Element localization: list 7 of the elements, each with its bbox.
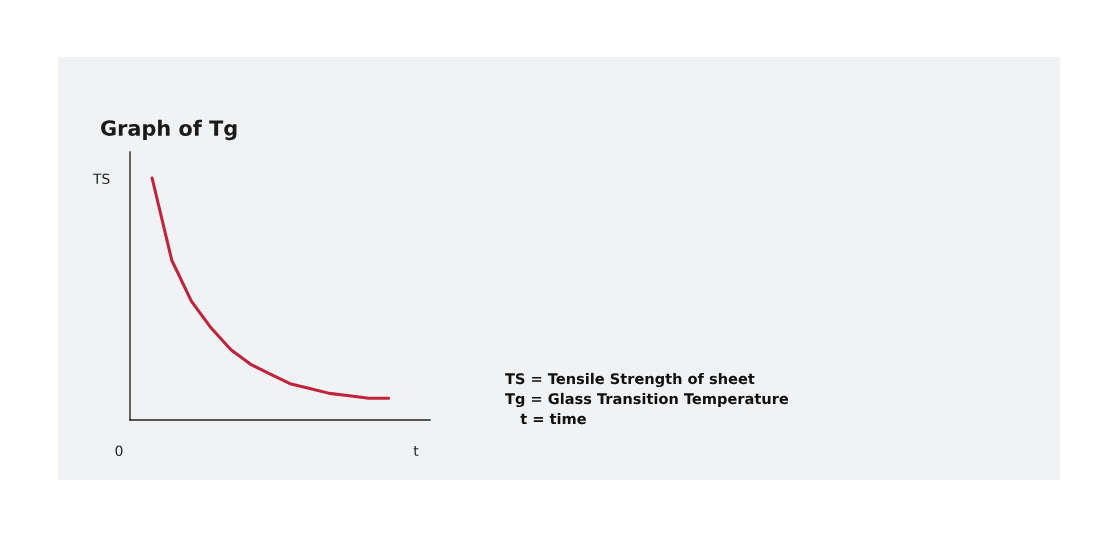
y-axis-title: TS xyxy=(92,173,110,185)
x-axis-title: t xyxy=(413,446,419,456)
text: t = time xyxy=(520,412,586,425)
chart-title: Graph of Tg xyxy=(101,119,237,141)
text: TS = Tensile Strength of sheet xyxy=(505,372,755,388)
text: Tg = Glass Transition Temperature xyxy=(505,392,789,408)
text: 0 xyxy=(115,445,123,457)
